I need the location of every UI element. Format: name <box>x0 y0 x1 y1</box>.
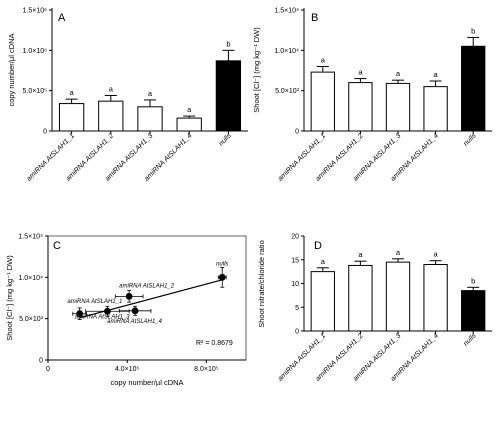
panel-b-y-label: Shoot [Cl⁻] (mg kg⁻¹ DW) <box>252 27 261 113</box>
panel-c-plot: amiRNA AtSLAH1_1 amiRNA AtSLAH1_2 amiRNA A… <box>67 261 228 324</box>
y-tick-label: 0 <box>43 129 47 136</box>
panel-c-r-squared: R² = 0.8679 <box>196 340 233 347</box>
significance-letter: b <box>471 26 475 35</box>
significance-letter: a <box>321 55 326 64</box>
panel-d-y-ticks: 0 5 10 15 20 <box>291 234 304 336</box>
significance-letter: b <box>226 39 230 48</box>
panel-a-y-label: copy number/µl cDNA <box>7 33 16 106</box>
panel-c-letter: C <box>53 240 61 252</box>
panel-c-x-label: copy number/µl cDNA <box>110 378 183 387</box>
panel-b-y-ticks: 0 5.0×10³ 1.0×10⁴ 1.5×10⁴ <box>274 8 304 136</box>
bar <box>348 264 373 332</box>
y-tick-label: 10 <box>291 281 299 288</box>
category-label: nulls <box>462 332 477 347</box>
y-tick-label: 0 <box>295 129 299 136</box>
panel-c-frame <box>47 235 247 361</box>
y-tick-label: 1.5×10⁴ <box>274 8 299 15</box>
bar <box>98 100 124 132</box>
data-point <box>76 310 84 318</box>
significance-letter: a <box>109 85 114 94</box>
y-tick-label: 1.0×10⁶ <box>23 48 48 55</box>
significance-letter: a <box>148 89 153 98</box>
point-label: amiRNA AtSLAH1_1 <box>67 299 122 305</box>
bar <box>461 290 486 332</box>
panel-a-y-ticks: 0 5.0×10⁵ 1.0×10⁶ 1.5×10⁶ <box>22 8 52 136</box>
significance-letter: a <box>321 257 326 266</box>
data-point <box>104 307 111 315</box>
y-tick-label: 5 <box>295 305 299 312</box>
y-tick-label: 5.0×10⁵ <box>22 88 47 95</box>
significance-letter: b <box>471 276 475 285</box>
significance-letter: a <box>358 250 363 259</box>
y-tick-label: 20 <box>291 234 299 241</box>
panel-c-y-ticks: 0 5.0×10³ 1.0×10⁴ 1.5×10⁴ <box>18 234 48 365</box>
significance-letter: a <box>396 69 401 78</box>
x-tick-label: 0 <box>46 366 50 373</box>
panel-c: C Shoot [Cl⁻] (mg kg⁻¹ DW) copy number/µ… <box>5 234 247 387</box>
significance-letter: a <box>70 88 75 97</box>
bar <box>348 82 373 132</box>
data-point <box>218 273 226 281</box>
category-label: nulls <box>218 132 233 147</box>
point-label: amiRNA AtSLAH1_3 <box>75 315 131 321</box>
bar <box>423 264 448 332</box>
bar <box>58 103 85 132</box>
panel-d-letter: D <box>314 240 322 252</box>
panel-c-x-ticks: 0 4.0×10⁵ 8.0×10⁵ <box>46 360 219 373</box>
bar <box>385 261 411 332</box>
significance-letter: a <box>396 248 401 257</box>
significance-letter: a <box>434 70 439 79</box>
bar <box>385 82 411 132</box>
significance-letter: a <box>358 68 363 77</box>
bar <box>137 106 163 132</box>
y-tick-label: 0 <box>39 358 43 365</box>
panel-d-y-label: Shoot nitrate/chloride ratio <box>257 240 266 328</box>
panel-a: A copy number/µl cDNA 0 5.0×10⁵ 1.0×10⁶ 1.5… <box>7 8 248 183</box>
x-tick-label: 8.0×10⁵ <box>194 366 219 373</box>
bar <box>176 117 202 132</box>
x-tick-label: 4.0×10⁵ <box>115 366 140 373</box>
bar <box>215 60 242 132</box>
bar <box>423 86 448 132</box>
y-tick-label: 5.0×10³ <box>275 88 300 95</box>
point-label: amiRNA AtSLAH1_4 <box>107 319 163 325</box>
panel-d: D Shoot nitrate/chloride ratio 05101520 … <box>257 234 492 383</box>
panel-b-letter: B <box>311 12 318 24</box>
y-tick-label: 1.5×10⁴ <box>18 234 43 241</box>
y-tick-label: 15 <box>291 257 299 264</box>
panel-b: B Shoot [Cl⁻] (mg kg⁻¹ DW) 0 5.0×10³ 1.0×1… <box>252 8 492 183</box>
y-tick-label: 5.0×10³ <box>19 316 44 323</box>
panel-a-letter: A <box>58 12 66 24</box>
panel-c-y-label: Shoot [Cl⁻] (mg kg⁻¹ DW) <box>5 255 14 341</box>
bar <box>310 71 335 132</box>
significance-letter: a <box>187 105 192 114</box>
point-label: amiRNA AtSLAH1_2 <box>119 283 175 289</box>
data-point <box>131 307 139 315</box>
bar <box>461 45 486 132</box>
y-tick-label: 1.0×10⁴ <box>274 48 299 55</box>
data-point <box>125 292 133 300</box>
category-label: nulls <box>462 132 477 147</box>
point-label: nulls <box>216 261 228 267</box>
y-tick-label: 1.5×10⁶ <box>23 8 48 15</box>
significance-letter: a <box>434 250 439 259</box>
bar <box>310 271 335 332</box>
y-tick-label: 1.0×10⁴ <box>18 275 43 282</box>
y-tick-label: 0 <box>295 329 299 336</box>
